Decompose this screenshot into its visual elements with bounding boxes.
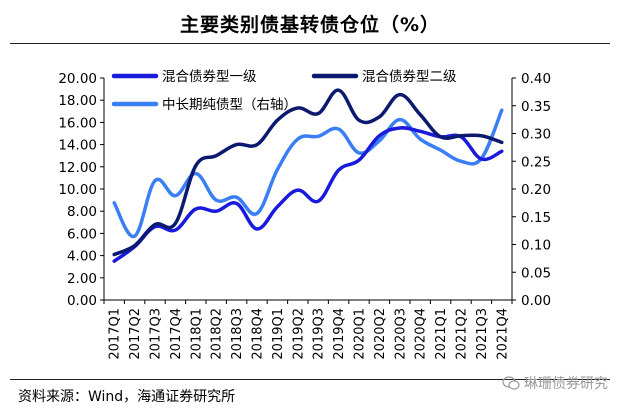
y-left-tick-label: 6.00 xyxy=(67,226,97,242)
wechat-icon xyxy=(502,376,520,390)
x-tick-label: 2018Q2 xyxy=(210,308,225,360)
y-right-tick-label: 0.30 xyxy=(521,127,551,143)
x-tick-label: 2021Q3 xyxy=(475,308,490,360)
y-left-tick-label: 14.00 xyxy=(58,138,97,154)
title-divider xyxy=(10,43,610,44)
y-right-tick-label: 0.00 xyxy=(521,293,551,309)
series-group xyxy=(112,88,504,263)
x-tick-label: 2017Q4 xyxy=(169,308,184,360)
x-tick-label: 2021Q2 xyxy=(455,308,470,360)
x-tick-label: 2017Q1 xyxy=(108,308,123,360)
y-left-tick-label: 16.00 xyxy=(58,115,97,131)
watermark-text: 琳珊债券研究 xyxy=(524,376,608,392)
series-line-mid-long-pure-bond xyxy=(112,108,504,238)
y-left-tick-label: 18.00 xyxy=(58,93,97,109)
y-left-tick-label: 2.00 xyxy=(67,271,97,287)
y-right-tick-label: 0.25 xyxy=(521,154,551,170)
legend-label: 中长期纯债型（右轴） xyxy=(162,97,297,113)
x-tick-label: 2018Q1 xyxy=(189,308,204,360)
x-tick-label: 2019Q2 xyxy=(291,308,306,360)
y-left-tick-label: 12.00 xyxy=(58,160,97,176)
legend-label: 混合债券型二级 xyxy=(362,69,457,85)
x-tick-label: 2018Q3 xyxy=(230,308,245,360)
x-tick-label: 2020Q2 xyxy=(373,308,388,360)
y-left-tick-label: 4.00 xyxy=(67,249,97,265)
x-tick-label: 2019Q4 xyxy=(332,308,347,360)
x-tick-label: 2021Q4 xyxy=(495,308,510,360)
y-left-tick-label: 10.00 xyxy=(58,182,97,198)
y-right-tick-label: 0.10 xyxy=(521,238,551,254)
x-tick-label: 2017Q2 xyxy=(128,308,143,360)
x-tick-label: 2021Q1 xyxy=(434,308,449,360)
x-tick-label: 2019Q3 xyxy=(312,308,327,360)
y-right-tick-label: 0.05 xyxy=(521,265,551,281)
watermark: 琳珊债券研究 xyxy=(502,373,608,393)
x-tick-label: 2017Q3 xyxy=(149,308,164,360)
legend-label: 混合债券型一级 xyxy=(162,69,257,85)
y-right-tick-label: 0.40 xyxy=(521,71,551,87)
x-tick-label: 2018Q4 xyxy=(251,308,266,360)
source-note: 资料来源：Wind，海通证券研究所 xyxy=(18,389,236,405)
x-tick-label: 2020Q3 xyxy=(393,308,408,360)
x-tick-label: 2020Q4 xyxy=(414,308,429,360)
chart-title: 主要类别债基转债仓位（%） xyxy=(179,14,441,36)
y-right-tick-label: 0.35 xyxy=(521,99,551,115)
x-tick-label: 2020Q1 xyxy=(353,308,368,360)
y-left-tick-label: 0.00 xyxy=(67,293,97,309)
x-tick-label: 2019Q1 xyxy=(271,308,286,360)
y-right-tick-label: 0.15 xyxy=(521,210,551,226)
footer-divider xyxy=(10,379,610,380)
y-left-tick-label: 20.00 xyxy=(58,71,97,87)
y-right-tick-label: 0.20 xyxy=(521,182,551,198)
series-line-mixed-bond-2 xyxy=(112,88,504,257)
axes: 0.00 2.00 4.00 6.00 8.00 10.00 12.00 14.00 16.00… xyxy=(58,71,551,360)
y-left-tick-label: 8.00 xyxy=(67,204,97,220)
